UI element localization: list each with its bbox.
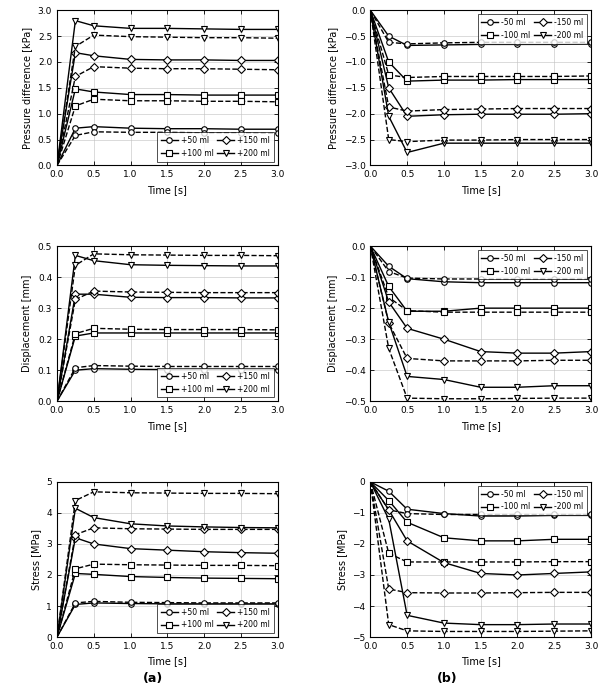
Legend: +50 ml, +100 ml, +150 ml, +200 ml: +50 ml, +100 ml, +150 ml, +200 ml	[157, 368, 274, 397]
Y-axis label: Pressure difference [kPa]: Pressure difference [kPa]	[328, 27, 338, 149]
Y-axis label: Stress [MPa]: Stress [MPa]	[31, 529, 41, 590]
X-axis label: Time [s]: Time [s]	[148, 421, 187, 431]
Legend: -50 ml, -100 ml, -150 ml, -200 ml: -50 ml, -100 ml, -150 ml, -200 ml	[478, 486, 587, 515]
Legend: -50 ml, -100 ml, -150 ml, -200 ml: -50 ml, -100 ml, -150 ml, -200 ml	[478, 250, 587, 279]
Legend: +50 ml, +100 ml, +150 ml, +200 ml: +50 ml, +100 ml, +150 ml, +200 ml	[157, 603, 274, 633]
Y-axis label: Stress [MPa]: Stress [MPa]	[337, 529, 347, 590]
Y-axis label: Pressure difference [kPa]: Pressure difference [kPa]	[22, 27, 32, 149]
X-axis label: Time [s]: Time [s]	[461, 185, 500, 195]
Y-axis label: Displacement [mm]: Displacement [mm]	[328, 275, 338, 373]
Legend: -50 ml, -100 ml, -150 ml, -200 ml: -50 ml, -100 ml, -150 ml, -200 ml	[478, 14, 587, 44]
X-axis label: Time [s]: Time [s]	[148, 185, 187, 195]
Legend: +50 ml, +100 ml, +150 ml, +200 ml: +50 ml, +100 ml, +150 ml, +200 ml	[157, 132, 274, 162]
X-axis label: Time [s]: Time [s]	[148, 656, 187, 667]
X-axis label: Time [s]: Time [s]	[461, 656, 500, 667]
X-axis label: Time [s]: Time [s]	[461, 421, 500, 431]
Text: (b): (b)	[437, 671, 457, 684]
Text: (a): (a)	[143, 671, 163, 684]
Y-axis label: Displacement [mm]: Displacement [mm]	[22, 275, 32, 373]
